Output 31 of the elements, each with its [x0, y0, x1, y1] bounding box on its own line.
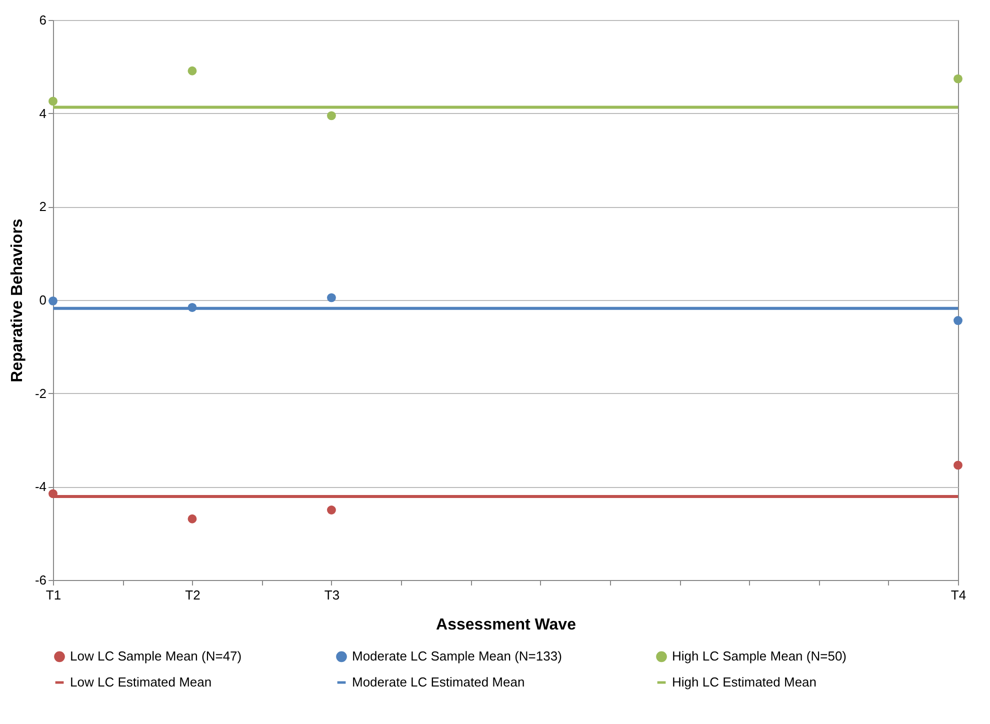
- point: [326, 293, 336, 302]
- point: [188, 66, 197, 76]
- point: [326, 506, 336, 514]
- x-tick-label: T4: [950, 588, 966, 602]
- point: [188, 514, 197, 524]
- y-tick-label: 6: [39, 12, 46, 28]
- point: [188, 303, 197, 312]
- y-tick-label: 0: [39, 292, 46, 308]
- legend-label: Moderate LC Estimated Mean: [352, 674, 525, 690]
- x-tick-label: T2: [185, 588, 200, 602]
- y-axis-title: Reparative Behaviors: [8, 218, 26, 382]
- x-axis-title: Assessment Wave: [436, 616, 576, 634]
- legend-label: Low LC Estimated Mean: [70, 674, 212, 690]
- point: [48, 296, 58, 306]
- point: [954, 316, 962, 325]
- y-tick-label: -6: [34, 572, 46, 588]
- legend-label: Low LC Sample Mean (N=47): [70, 648, 242, 664]
- point: [48, 96, 58, 106]
- point: [954, 74, 962, 84]
- legend-label: High LC Sample Mean (N=50): [672, 648, 846, 664]
- x-tick-label: T1: [46, 588, 62, 602]
- y-tick-label: 4: [39, 106, 46, 121]
- legend-label: High LC Estimated Mean: [672, 674, 817, 690]
- y-tick-label: -2: [34, 386, 46, 401]
- point: [954, 460, 962, 470]
- y-tick-label: -4: [34, 479, 46, 494]
- point: [326, 111, 336, 120]
- x-tick-label: T3: [324, 588, 340, 602]
- point: [48, 489, 58, 498]
- y-tick-label: 2: [39, 199, 46, 214]
- legend-label: Moderate LC Sample Mean (N=133): [352, 648, 562, 664]
